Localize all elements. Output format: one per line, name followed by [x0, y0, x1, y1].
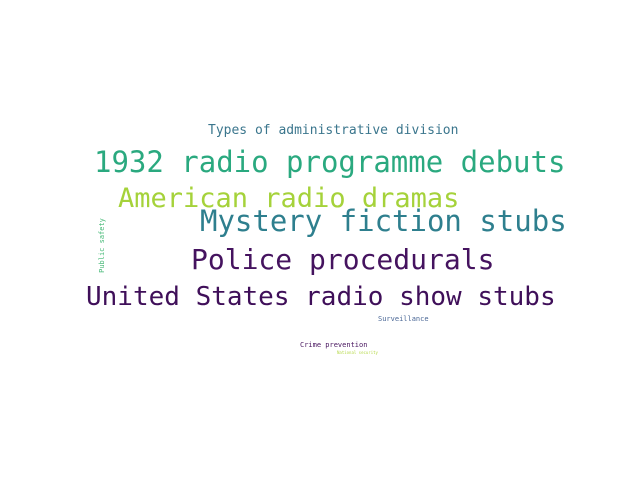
word-police-procedurals: Police procedurals [191, 243, 495, 276]
word-surveillance: Surveillance [378, 315, 429, 323]
word-united-states-radio-show-stubs: United States radio show stubs [86, 282, 556, 312]
word-crime-prevention: Crime prevention [300, 341, 368, 349]
word-1932-radio-programme-debuts: 1932 radio programme debuts [94, 145, 566, 179]
word-national-security: National security [337, 350, 378, 355]
word-mystery-fiction-stubs: Mystery fiction stubs [200, 204, 567, 238]
word-american-radio-dramas: American radio dramas [118, 183, 460, 214]
word-public-safety: Public safety [97, 218, 106, 273]
word-types-of-administrative-division: Types of administrative division [208, 123, 459, 138]
